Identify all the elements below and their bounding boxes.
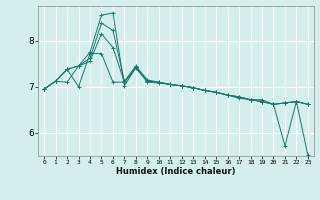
X-axis label: Humidex (Indice chaleur): Humidex (Indice chaleur) [116,167,236,176]
